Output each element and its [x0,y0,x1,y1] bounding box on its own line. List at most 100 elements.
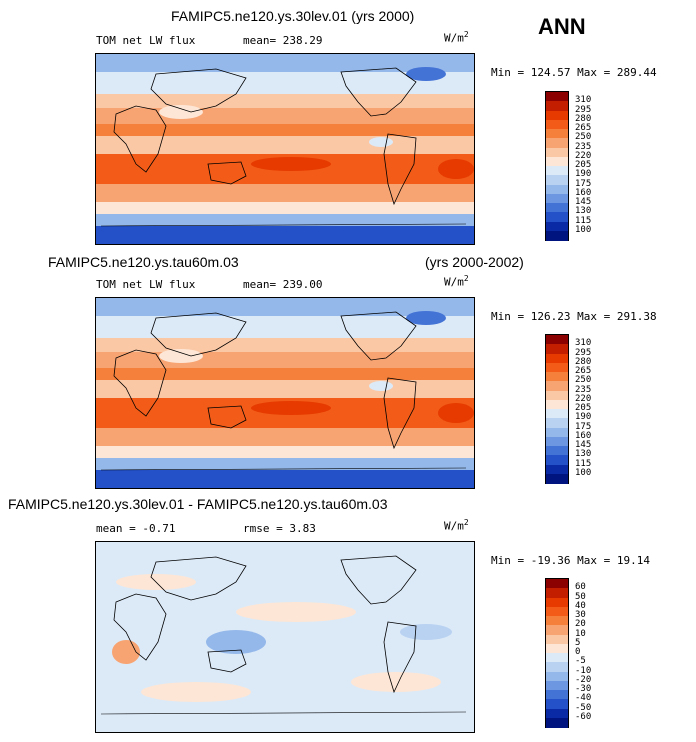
colorbar-segment [546,625,568,635]
colorbar-tick-label: 115 [575,458,592,469]
colorbar-segment [546,597,568,608]
panel3-case-title: FAMIPC5.ne120.ys.30lev.01 - FAMIPC5.ne12… [8,496,388,512]
panel2-minmax: Min = 126.23 Max = 291.38 [491,310,657,323]
colorbar-segment [546,653,568,663]
colorbar-tick-label: 250 [575,132,592,143]
colorbar-segment [546,579,568,589]
colorbar-tick-label: 20 [575,619,586,630]
colorbar-tick-label: 160 [575,430,592,441]
colorbar-tick-label: 235 [575,141,592,152]
colorbar-segment [546,166,568,176]
colorbar-segment [546,175,568,185]
colorbar-tick-label: -10 [575,665,592,676]
colorbar-segment [546,203,568,213]
colorbar-tick-label: 160 [575,187,592,198]
colorbar-segment [546,699,568,709]
colorbar-tick-label: -60 [575,711,592,722]
colorbar-segment [546,344,568,354]
colorbar-tick-label: 130 [575,206,592,217]
colorbar-tick-label: 205 [575,403,592,413]
colorbar-segment [546,643,568,654]
panel3-colorbar-fill [546,579,568,728]
panel2-mean-label: mean= 239.00 [243,278,323,291]
colorbar-segment [546,717,568,728]
colorbar-tick-label: -20 [575,674,592,685]
colorbar-segment [546,129,568,139]
colorbar-tick-label: 310 [575,338,592,349]
colorbar-tick-label: 100 [575,467,592,478]
colorbar-segment [546,362,568,373]
colorbar-tick-label: 220 [575,393,592,404]
colorbar-segment [546,606,568,617]
colorbar-segment [546,119,568,130]
colorbar-tick-label: 5 [575,637,581,648]
colorbar-tick-label: 310 [575,95,592,106]
panel2-colorbar-fill [546,335,568,484]
colorbar-tick-label: 220 [575,150,592,161]
panel3-map-svg [96,542,474,732]
colorbar-segment [546,221,568,232]
colorbar-tick-label: 175 [575,421,592,432]
colorbar-tick-label: 175 [575,178,592,189]
colorbar-segment [546,473,568,484]
colorbar-segment [546,418,568,428]
colorbar-segment [546,353,568,364]
panel1-map-svg [96,54,474,244]
colorbar-tick-label: 115 [575,215,592,226]
colorbar-tick-label: 145 [575,440,592,450]
panel2-variable-label: TOM net LW flux [96,278,196,291]
panel3-mean-label: mean = -0.71 [96,522,176,535]
colorbar-tick-label: 235 [575,384,592,395]
colorbar-segment [546,427,568,438]
colorbar-segment [546,381,568,391]
colorbar-segment [546,616,568,626]
colorbar-segment [546,372,568,382]
colorbar-segment [546,399,568,410]
panel1-case-title: FAMIPC5.ne120.ys.30lev.01 (yrs 2000) [171,8,415,24]
panel1-mean-label: mean= 238.29 [243,34,323,47]
colorbar-tick-label: 280 [575,113,592,124]
colorbar-tick-label: 145 [575,197,592,207]
panel1-minmax: Min = 124.57 Max = 289.44 [491,66,657,79]
colorbar-segment [546,708,568,719]
panel3-rmse-label: rmse = 3.83 [243,522,316,535]
colorbar-segment [546,455,568,465]
colorbar-segment [546,110,568,121]
colorbar-segment [546,156,568,167]
panel3-units-label: W/m2 [444,518,469,533]
panel1-colorbar-labels: 310 295 280 265 250 235 220 205 190 175 160 145 130 1… [575,91,615,241]
colorbar-segment [546,671,568,682]
panel3-map [95,541,475,733]
colorbar-tick-label: 130 [575,449,592,460]
panel3-minmax: Min = -19.36 Max = 19.14 [491,554,650,567]
colorbar-segment [546,634,568,645]
panel2-case-title: FAMIPC5.ne120.ys.tau60m.03 [48,254,239,270]
colorbar-tick-label: 250 [575,375,592,386]
panel1-map [95,53,475,245]
colorbar-tick-label: 0 [575,647,581,657]
season-label: ANN [538,14,586,39]
colorbar-segment [546,436,568,447]
panel3-colorbar-labels: 60 50 40 30 20 10 5 0 -5 -10 -20 -30 -40 -50 -60 [575,578,615,728]
colorbar-tick-label: 100 [575,224,592,235]
colorbar-segment [546,409,568,419]
colorbar-segment [546,147,568,158]
colorbar-tick-label: 10 [575,628,586,639]
colorbar-tick-label: 30 [575,610,586,620]
colorbar-tick-label: 205 [575,160,592,170]
colorbar-tick-label: 265 [575,366,592,376]
panel1-colorbar-fill [546,92,568,241]
colorbar-segment [546,680,568,691]
panel2-years: (yrs 2000-2002) [425,254,524,270]
colorbar-tick-label: 190 [575,169,592,180]
colorbar-tick-label: 50 [575,591,586,602]
colorbar-segment [546,212,568,222]
colorbar-segment [546,464,568,475]
panel2-map [95,297,475,489]
panel2-colorbar-labels: 310 295 280 265 250 235 220 205 190 175 160 145 130 1… [575,334,615,484]
colorbar-tick-label: -5 [575,656,586,667]
colorbar-tick-label: 40 [575,600,586,611]
colorbar-segment [546,588,568,598]
panel2-units-label: W/m2 [444,274,469,289]
panel3-colorbar [545,578,569,728]
